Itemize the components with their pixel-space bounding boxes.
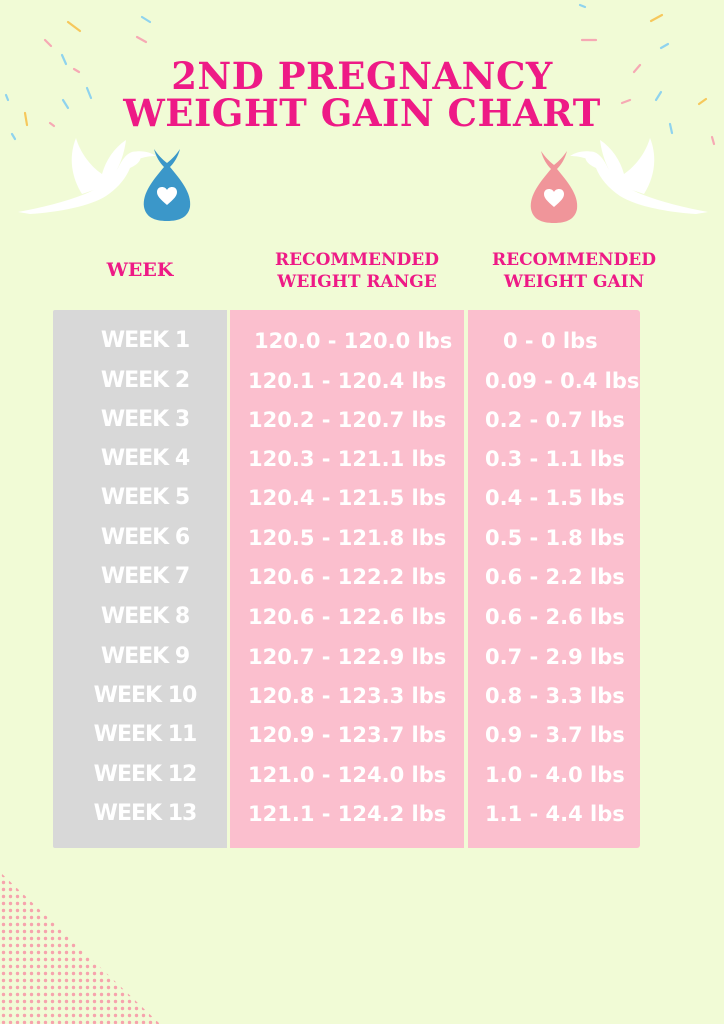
weight-gain-cell: 0.4 - 1.5 lbs [485,486,625,510]
weight-gain-cell: 0.5 - 1.8 lbs [485,526,625,550]
confetti-decoration [4,3,716,146]
week-cell: WEEK 10 [93,683,198,708]
table-row: WEEK 7 120.6 - 122.2 lbs 0.6 - 2.2 lbs [0,557,724,597]
week-cell: WEEK 1 [100,328,190,353]
weight-gain-cell: 0.7 - 2.9 lbs [485,645,625,669]
column-header-weight-range-line-2: WEIGHT RANGE [277,272,437,292]
column-header-weight-range-line-1: RECOMMENDED [275,250,439,270]
week-cell: WEEK 12 [93,762,198,787]
week-cell: WEEK 2 [100,368,190,393]
week-cell: WEEK 5 [100,485,190,510]
stork-icon [570,138,708,214]
baby-bundle-blue-icon [143,149,191,221]
weight-gain-cell: 1.1 - 4.4 lbs [485,802,625,826]
table-row: WEEK 13 121.1 - 124.2 lbs 1.1 - 4.4 lbs [0,794,724,834]
table-row: WEEK 10 120.8 - 123.3 lbs 0.8 - 3.3 lbs [0,676,724,716]
weight-range-cell: 120.3 - 121.1 lbs [248,447,447,471]
weight-gain-cell: 1.0 - 4.0 lbs [485,763,625,787]
table-row: WEEK 12 121.0 - 124.0 lbs 1.0 - 4.0 lbs [0,755,724,795]
table-row: WEEK 9 120.7 - 122.9 lbs 0.7 - 2.9 lbs [0,637,724,677]
week-cell: WEEK 8 [100,604,190,629]
table-row: WEEK 6 120.5 - 121.8 lbs 0.5 - 1.8 lbs [0,518,724,558]
weight-range-cell: 120.4 - 121.5 lbs [248,486,447,510]
column-header-weight-gain: RECOMMENDED WEIGHT GAIN [476,249,672,293]
weight-range-cell: 120.0 - 120.0 lbs [254,329,453,353]
page-title-line-1: 2ND PREGNANCY [171,54,553,98]
dot-pattern-decoration [0,872,160,1024]
column-header-week: WEEK [106,259,174,281]
weight-gain-cell: 0 - 0 lbs [503,329,598,353]
weight-range-cell: 120.9 - 123.7 lbs [248,723,447,747]
column-header-weight-gain-line-1: RECOMMENDED [492,250,656,270]
weight-range-cell: 120.8 - 123.3 lbs [248,684,447,708]
weight-range-cell: 120.6 - 122.2 lbs [248,565,447,589]
weight-range-cell: 120.7 - 122.9 lbs [248,645,447,669]
weight-range-cell: 121.1 - 124.2 lbs [248,802,447,826]
table-row: WEEK 1 120.0 - 120.0 lbs 0 - 0 lbs [0,321,724,361]
table-row: WEEK 3 120.2 - 120.7 lbs 0.2 - 0.7 lbs [0,400,724,440]
weight-range-cell: 120.1 - 120.4 lbs [248,369,447,393]
weight-gain-cell: 0.6 - 2.2 lbs [485,565,625,589]
weight-gain-cell: 0.2 - 0.7 lbs [485,408,625,432]
week-column-panel [53,310,227,848]
weight-gain-cell: 0.8 - 3.3 lbs [485,684,625,708]
week-cell: WEEK 9 [100,644,190,669]
weight-gain-cell: 0.6 - 2.6 lbs [485,605,625,629]
weight-range-cell: 120.6 - 122.6 lbs [248,605,447,629]
weight-gain-column-panel [468,310,640,848]
column-header-weight-range: RECOMMENDED WEIGHT RANGE [254,249,460,293]
baby-bundle-pink-icon [530,151,578,223]
table-row: WEEK 5 120.4 - 121.5 lbs 0.4 - 1.5 lbs [0,478,724,518]
week-cell: WEEK 4 [100,446,190,471]
page-title-line-2: WEIGHT GAIN CHART [123,91,601,135]
stork-icon [18,138,156,214]
week-cell: WEEK 6 [100,525,190,550]
table-row: WEEK 8 120.6 - 122.6 lbs 0.6 - 2.6 lbs [0,597,724,637]
weight-range-cell: 120.2 - 120.7 lbs [248,408,447,432]
week-cell: WEEK 11 [93,722,198,747]
table-row: WEEK 11 120.9 - 123.7 lbs 0.9 - 3.7 lbs [0,715,724,755]
weight-range-column-panel [230,310,464,848]
week-cell: WEEK 3 [100,407,190,432]
weight-gain-cell: 0.09 - 0.4 lbs [485,369,640,393]
weight-gain-cell: 0.9 - 3.7 lbs [485,723,625,747]
table-row: WEEK 4 120.3 - 121.1 lbs 0.3 - 1.1 lbs [0,439,724,479]
weight-range-cell: 120.5 - 121.8 lbs [248,526,447,550]
table-row: WEEK 2 120.1 - 120.4 lbs 0.09 - 0.4 lbs [0,361,724,401]
weight-gain-cell: 0.3 - 1.1 lbs [485,447,625,471]
weight-range-cell: 121.0 - 124.0 lbs [248,763,447,787]
week-cell: WEEK 13 [93,801,198,826]
week-cell: WEEK 7 [100,564,190,589]
column-header-weight-gain-line-2: WEIGHT GAIN [503,272,645,292]
